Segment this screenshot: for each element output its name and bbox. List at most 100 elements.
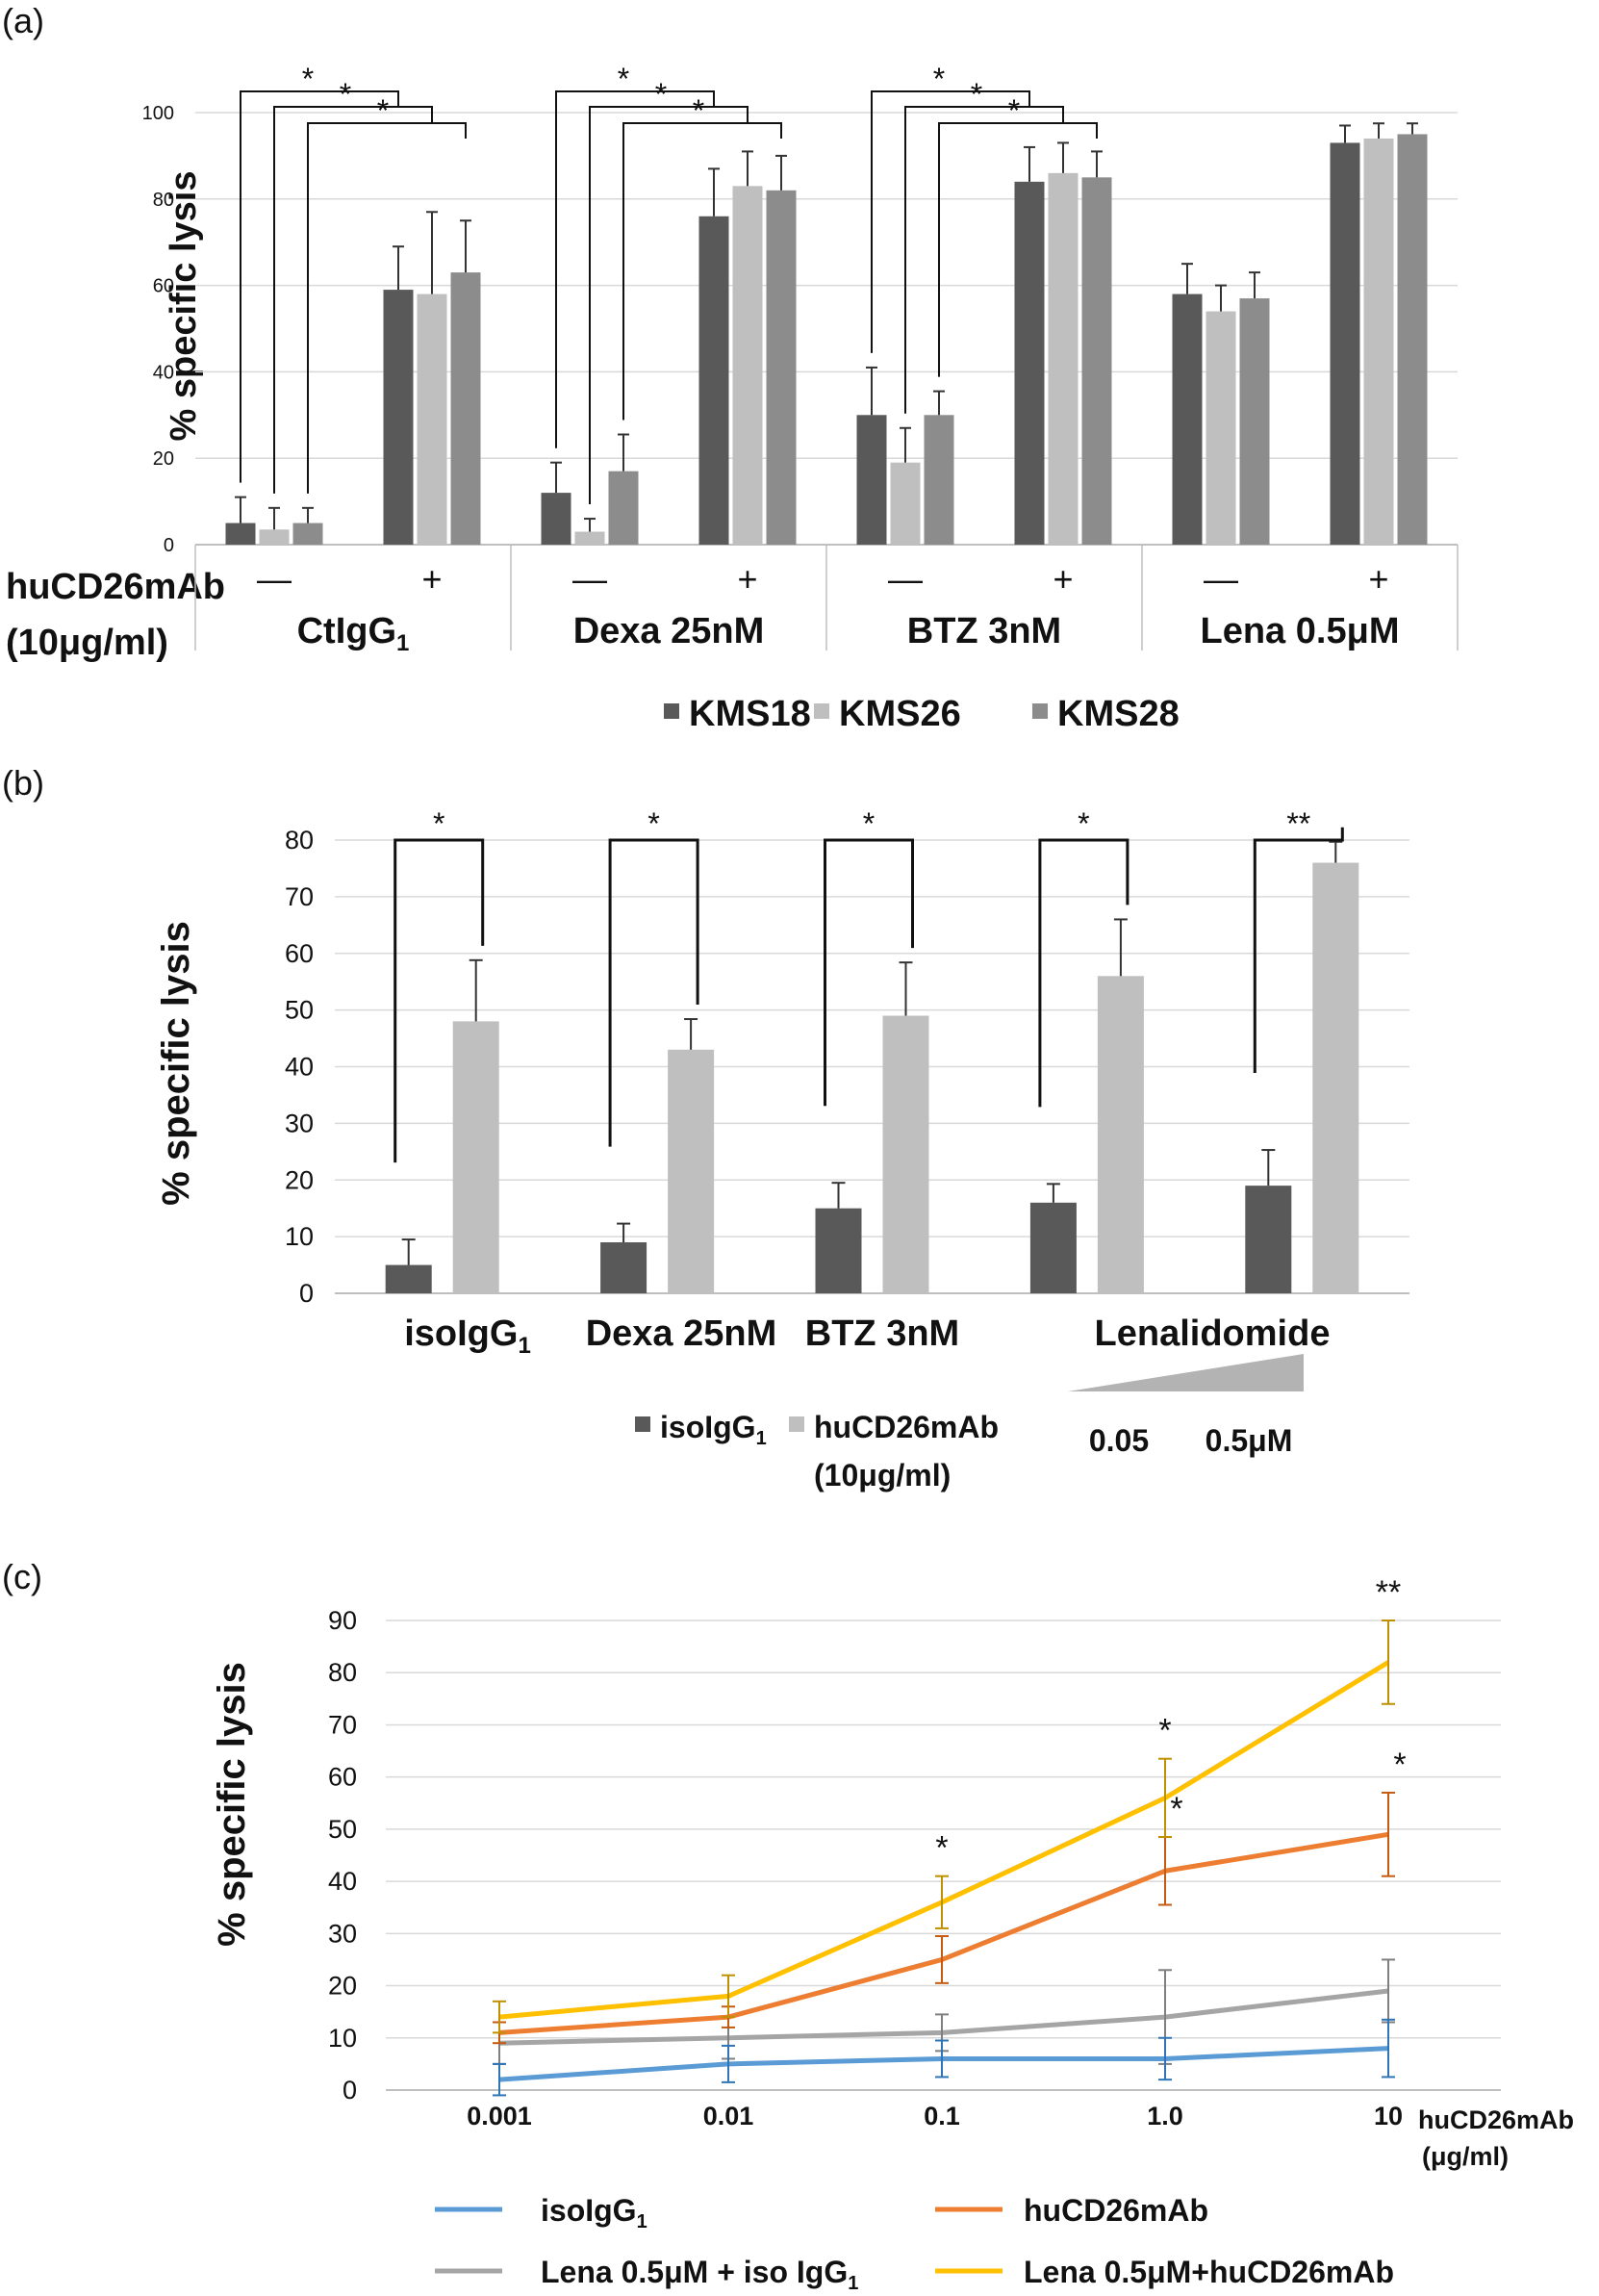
- bar-kms26: [890, 462, 921, 545]
- bar-kms18: [225, 523, 256, 545]
- bar-kms28: [1239, 298, 1270, 545]
- significance-label: *: [647, 806, 659, 841]
- y-tick-label: 20: [285, 1165, 314, 1194]
- bar-kms28: [766, 190, 797, 545]
- x-tick-label: 10: [1374, 2102, 1403, 2130]
- significance-bracket: [904, 106, 1064, 414]
- panel-b-ylabel: % specific lysis: [155, 921, 197, 1206]
- significance-label: *: [863, 806, 875, 841]
- significance-bracket: [871, 90, 1030, 353]
- bar-kms28: [292, 523, 323, 545]
- significance-bracket: [1253, 827, 1344, 1074]
- y-tick-label: 10: [285, 1222, 314, 1251]
- legend-label: KMS26: [839, 694, 961, 734]
- significance-bracket: [938, 122, 1098, 377]
- y-tick-label: 30: [285, 1109, 314, 1137]
- panel-a: (a) % specific lysis huCD26mAb (10μg/ml)…: [2, 1, 1459, 734]
- legend-label: KMS18: [689, 694, 811, 734]
- plus-label: +: [737, 559, 757, 599]
- panel-c-unit-label: huCD26mAb: [1418, 2105, 1574, 2134]
- bar-hucd26mab: [1312, 862, 1359, 1293]
- significance-label: **: [1376, 1574, 1401, 1611]
- significance-bracket: [240, 90, 399, 483]
- significance-label: *: [693, 93, 704, 128]
- significance-label: *: [302, 62, 314, 96]
- bar-isoigg1: [1029, 1202, 1077, 1293]
- group-label: Dexa 25nM: [573, 611, 765, 651]
- category-label: isoIgG1: [404, 1314, 531, 1359]
- bar-kms18: [383, 290, 414, 545]
- bar-kms26: [1206, 311, 1236, 545]
- bar-kms26: [259, 529, 290, 545]
- bar-kms28: [924, 415, 954, 545]
- y-tick-label: 60: [328, 1763, 357, 1792]
- bar-kms26: [1048, 172, 1079, 546]
- legend-swatch-kms18: [664, 703, 679, 719]
- legend-label: isoIgG1: [660, 1410, 767, 1449]
- significance-bracket: [393, 838, 485, 1163]
- significance-bracket: [622, 122, 782, 421]
- bar-kms26: [1363, 138, 1394, 545]
- y-tick-label: 10: [328, 2024, 357, 2053]
- group-label: CtIgG1: [297, 611, 410, 656]
- dose-label: 0.05: [1089, 1423, 1149, 1458]
- bar-kms18: [1172, 293, 1203, 545]
- series-hucd26mab-legend-label: huCD26mAb: [1024, 2193, 1208, 2228]
- panel-c: (c) % specific lysis huCD26mAb (μg/ml) 0…: [2, 1557, 1574, 2294]
- series-lena-hucd26mab-legend-label: Lena 0.5μM+huCD26mAb: [1024, 2255, 1394, 2289]
- bar-isoigg1: [385, 1264, 432, 1293]
- bar-kms18: [541, 493, 571, 545]
- bar-isoigg1: [600, 1242, 647, 1293]
- significance-label: **: [1286, 806, 1310, 841]
- bar-isoigg1: [815, 1208, 862, 1293]
- significance-label: *: [1393, 1747, 1406, 1783]
- x-tick-label: 1.0: [1147, 2102, 1183, 2130]
- category-label: Dexa 25nM: [586, 1314, 777, 1354]
- series-lena-iso-line: [498, 1988, 1389, 2046]
- significance-bracket: [273, 106, 433, 494]
- panel-a-treatment-dose: (10μg/ml): [6, 623, 168, 663]
- y-tick-label: 70: [285, 882, 314, 911]
- bar-kms28: [608, 471, 639, 545]
- y-tick-label: 80: [328, 1658, 357, 1687]
- y-tick-label: 0: [164, 535, 174, 556]
- significance-label: *: [655, 77, 667, 112]
- significance-label: *: [1170, 1791, 1182, 1827]
- bar-kms18: [1330, 142, 1360, 545]
- bar-hucd26mab: [452, 1021, 499, 1293]
- dose-gradient-wedge: [1068, 1354, 1304, 1391]
- plus-label: +: [421, 559, 442, 599]
- bar-kms28: [1081, 177, 1112, 545]
- significance-label: *: [618, 62, 629, 96]
- y-tick-label: 20: [153, 448, 174, 470]
- significance-bracket: [555, 90, 715, 448]
- y-tick-label: 50: [328, 1815, 357, 1844]
- bar-kms18: [856, 415, 887, 545]
- significance-bracket: [608, 838, 699, 1147]
- significance-label: *: [1078, 806, 1089, 841]
- significance-label: *: [377, 93, 389, 128]
- significance-bracket: [824, 838, 914, 1107]
- bar-hucd26mab: [1097, 976, 1144, 1293]
- significance-label: *: [971, 77, 982, 112]
- significance-label: *: [1008, 93, 1020, 128]
- y-tick-label: 40: [153, 362, 174, 383]
- y-tick-label: 40: [328, 1867, 357, 1896]
- minus-label: —: [888, 559, 923, 599]
- legend-label-dose: (10μg/ml): [814, 1458, 951, 1492]
- significance-label: *: [935, 1830, 948, 1867]
- significance-bracket: [589, 106, 749, 505]
- y-tick-label: 70: [328, 1710, 357, 1739]
- panel-a-ylabel: % specific lysis: [164, 171, 204, 442]
- group-label: BTZ 3nM: [907, 611, 1061, 651]
- minus-label: —: [572, 559, 607, 599]
- y-tick-label: 0: [299, 1279, 314, 1308]
- legend-swatch-kms26: [814, 703, 829, 719]
- bar-kms26: [732, 186, 763, 545]
- y-tick-label: 80: [153, 190, 174, 211]
- y-tick-label: 0: [343, 2076, 357, 2105]
- plus-label: +: [1368, 559, 1388, 599]
- y-tick-label: 80: [285, 826, 314, 855]
